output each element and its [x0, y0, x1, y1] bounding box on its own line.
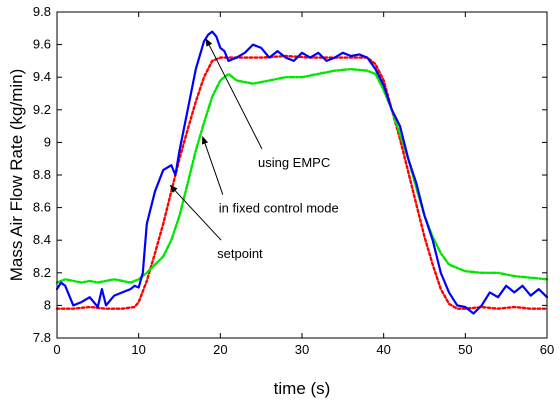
x-tick-label: 10 — [131, 342, 145, 357]
x-axis: 0 10 20 30 40 50 60 — [53, 12, 554, 357]
series-line-using-empc — [55, 30, 549, 315]
y-axis: 7.8 8 8.2 8.4 8.6 8.8 9 9.2 9.4 9.6 9.8 — [33, 4, 547, 345]
y-axis-label: Mass Air Flow Rate (kg/min) — [7, 69, 26, 282]
y-tick-label: 8.8 — [33, 167, 51, 182]
annotation-arrowhead — [201, 135, 209, 145]
y-tick-label: 8.2 — [33, 265, 51, 280]
x-tick-label: 0 — [53, 342, 60, 357]
x-tick-label: 20 — [213, 342, 227, 357]
y-tick-label: 7.8 — [33, 330, 51, 345]
y-tick-label: 9.2 — [33, 102, 51, 117]
annotation-arrow-line — [207, 43, 263, 150]
annotation-label: in fixed control mode — [219, 201, 339, 216]
annotation-label: setpoint — [217, 246, 263, 261]
annotation-arrow-line — [203, 141, 224, 195]
y-tick-label: 8.4 — [33, 232, 51, 247]
annotation-label: using EMPC — [258, 155, 330, 170]
y-tick-label: 8 — [44, 297, 51, 312]
y-tick-label: 9.4 — [33, 69, 51, 84]
series-line-fixed-control-mode — [55, 67, 549, 284]
annotation-arrowhead — [169, 184, 178, 193]
x-axis-label: time (s) — [274, 379, 331, 398]
x-tick-label: 30 — [295, 342, 309, 357]
annotation-arrow-line — [173, 188, 222, 241]
y-tick-label: 9 — [44, 134, 51, 149]
y-tick-label: 8.6 — [33, 200, 51, 215]
x-tick-label: 60 — [540, 342, 554, 357]
y-tick-label: 9.6 — [33, 37, 51, 52]
y-tick-label: 9.8 — [33, 4, 51, 19]
annotations: using EMPC in fixed control mode setpoint — [169, 38, 339, 261]
x-tick-label: 50 — [458, 342, 472, 357]
annotation-arrowhead — [205, 38, 213, 47]
x-tick-label: 40 — [376, 342, 390, 357]
series-layer — [55, 30, 549, 315]
